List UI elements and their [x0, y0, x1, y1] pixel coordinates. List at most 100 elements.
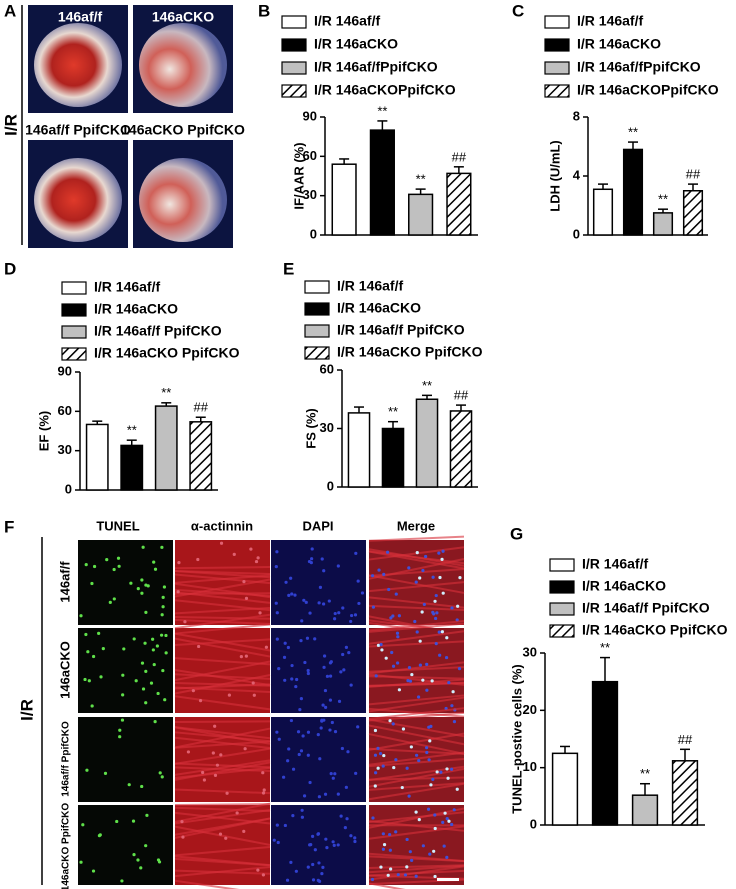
nucleus [417, 759, 421, 763]
nucleus [91, 869, 96, 873]
nucleus [120, 879, 124, 883]
nucleus [274, 565, 278, 569]
panel-label: G [510, 524, 523, 543]
nucleus [389, 616, 393, 620]
legend-swatch [281, 84, 307, 98]
nucleus [256, 868, 260, 872]
nucleus [425, 750, 429, 755]
nucleus [308, 843, 312, 847]
nucleus [275, 730, 279, 734]
legend-label: I/R 146aCKO [577, 36, 661, 52]
nucleus [376, 643, 381, 647]
nucleus [407, 666, 412, 670]
nucleus [276, 840, 280, 845]
image-layer [28, 5, 465, 889]
nucleus [421, 844, 425, 848]
nucleus [371, 605, 376, 609]
nucleus [317, 601, 321, 605]
y-tick-label: 60 [303, 148, 317, 163]
y-tick-label: 0 [327, 478, 334, 493]
nucleus [295, 677, 299, 682]
nucleus [197, 644, 201, 649]
column-header: TUNEL [96, 518, 139, 533]
fiber [174, 747, 271, 765]
legend-swatch [281, 15, 307, 29]
nucleus [330, 720, 334, 725]
fiber [368, 694, 465, 706]
nucleus [432, 612, 436, 616]
nucleus [310, 557, 314, 561]
legend-label: I/R 146af/fPpifCKO [577, 59, 701, 75]
fiber [174, 637, 271, 658]
fiber [368, 630, 465, 645]
nucleus [239, 655, 243, 659]
fiber [174, 761, 271, 781]
fiber [368, 535, 465, 542]
nucleus [328, 661, 333, 665]
nucleus [290, 677, 294, 681]
bar [189, 421, 213, 491]
significance-label: ## [452, 149, 467, 164]
nucleus [83, 677, 87, 682]
nucleus [414, 810, 418, 814]
nucleus [457, 667, 462, 671]
nucleus [264, 645, 269, 649]
fiber [368, 758, 465, 768]
nucleus [418, 576, 422, 580]
nucleus [322, 718, 326, 722]
nucleus [116, 556, 121, 560]
nucleus [112, 567, 116, 572]
nucleus [317, 795, 321, 799]
fiber [174, 673, 271, 680]
nucleus [450, 704, 454, 708]
nucleus [152, 662, 156, 667]
nucleus [308, 611, 312, 615]
nucleus [275, 823, 279, 827]
panel-label: B [258, 1, 270, 20]
y-tick-label: 0 [530, 816, 537, 831]
nucleus [129, 581, 133, 585]
significance-label: ** [422, 378, 432, 393]
nucleus [218, 832, 223, 836]
bar [671, 760, 699, 826]
nucleus [437, 551, 441, 555]
nucleus [371, 816, 375, 820]
fiber [174, 727, 271, 749]
fiber [368, 782, 465, 801]
nucleus [458, 576, 462, 580]
nucleus [149, 681, 154, 685]
panel-label: F [4, 517, 14, 536]
nucleus [336, 843, 340, 847]
legend-label: I/R 146aCKO [94, 301, 178, 317]
nucleus [452, 720, 457, 724]
micrograph [78, 540, 173, 625]
legend-label: I/R 146af/fPpifCKO [314, 59, 438, 75]
nucleus [396, 873, 400, 877]
nucleus [211, 751, 215, 755]
nucleus [410, 672, 414, 677]
nucleus [322, 569, 326, 573]
nucleus [395, 661, 400, 665]
nucleus [235, 811, 239, 815]
nucleus [376, 746, 380, 750]
nucleus [379, 865, 383, 869]
fiber [174, 638, 271, 647]
fiber [174, 762, 271, 769]
nucleus [438, 575, 442, 580]
bar [682, 190, 704, 236]
nucleus [353, 836, 357, 840]
nucleus [286, 759, 290, 763]
nucleus [122, 647, 126, 651]
nucleus [441, 591, 445, 595]
nucleus [405, 837, 409, 842]
nucleus [307, 559, 312, 564]
nucleus [121, 673, 125, 677]
nucleus [254, 559, 259, 564]
legend-label: I/R 146aCKOPpifCKO [314, 82, 456, 98]
nucleus [144, 844, 148, 848]
nucleus [306, 671, 310, 676]
nucleus [305, 636, 310, 640]
fiber [174, 845, 271, 857]
fiber [368, 581, 465, 593]
y-axis-label: IF/AAR (%) [291, 142, 306, 209]
